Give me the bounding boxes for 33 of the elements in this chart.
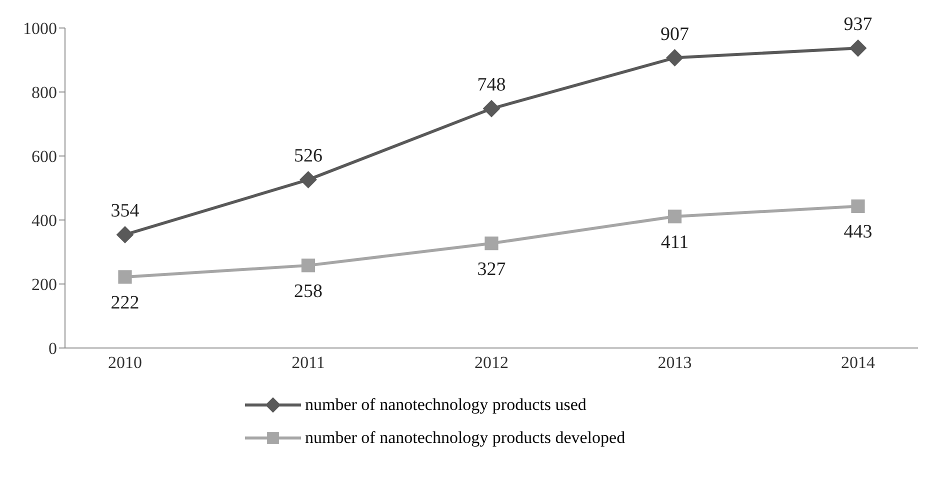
point: [668, 210, 682, 224]
x-tick-label: 2014: [841, 353, 876, 372]
data-label: 748: [477, 74, 506, 96]
y-tick-label: 200: [32, 275, 57, 294]
data-label: 937: [844, 14, 872, 36]
data-label: 327: [477, 258, 506, 280]
point: [301, 258, 316, 272]
point: [851, 199, 865, 214]
y-tick-label: 800: [32, 83, 57, 102]
point: [116, 226, 134, 244]
y-tick-label: 600: [32, 147, 57, 166]
x-tick-label: 2010: [108, 353, 142, 372]
point: [300, 171, 317, 188]
y-tick-label: 0: [48, 339, 57, 358]
legend-label: number of nanotechnology products developed: [305, 428, 626, 448]
x-tick-label: 2012: [474, 353, 508, 372]
data-label: 443: [844, 222, 872, 243]
point: [483, 100, 500, 118]
point: [484, 236, 498, 250]
point: [850, 40, 866, 57]
x-tick-label: 2011: [292, 353, 325, 372]
data-label: 222: [110, 292, 140, 314]
x-tick-label: 2013: [658, 353, 692, 372]
legend-label: number of nanotechnology products used: [305, 394, 586, 414]
point: [666, 49, 684, 66]
data-label: 354: [110, 200, 140, 222]
y-tick-label: 400: [32, 211, 57, 230]
data-label: 411: [660, 232, 689, 253]
data-label: 258: [294, 280, 322, 302]
y-tick-label: 1000: [23, 19, 57, 38]
data-label: 907: [660, 24, 689, 45]
data-label: 526: [294, 146, 322, 167]
point: [118, 270, 132, 284]
